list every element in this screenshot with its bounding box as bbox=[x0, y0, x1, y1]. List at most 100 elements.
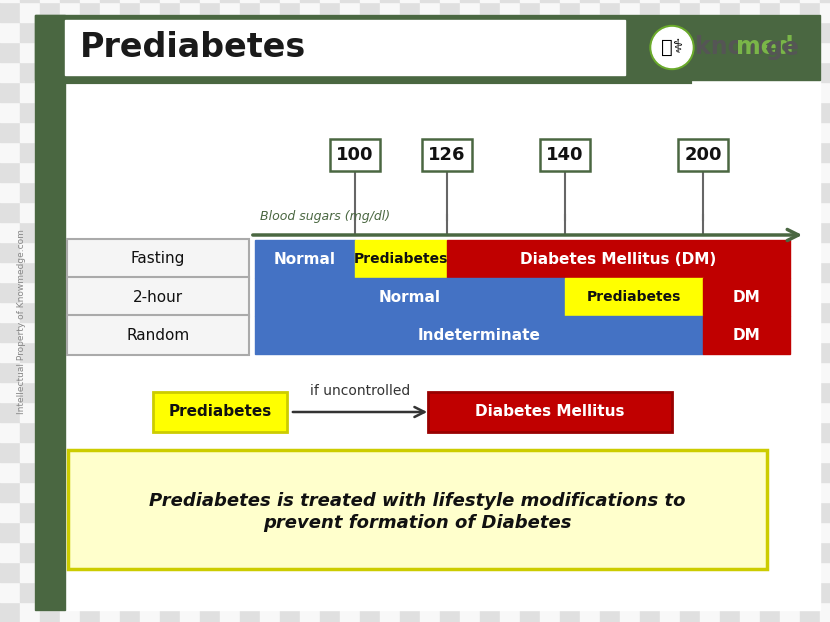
Bar bbox=[600, 382, 620, 402]
Bar bbox=[520, 262, 540, 282]
Bar bbox=[140, 422, 160, 442]
Bar bbox=[420, 442, 440, 462]
Bar bbox=[20, 142, 40, 162]
Bar bbox=[460, 182, 480, 202]
Bar bbox=[440, 542, 460, 562]
Bar bbox=[380, 142, 400, 162]
Text: DM: DM bbox=[733, 328, 760, 343]
Text: Normal: Normal bbox=[274, 251, 336, 266]
Bar bbox=[820, 602, 830, 622]
Bar bbox=[120, 522, 140, 542]
Bar bbox=[60, 442, 80, 462]
Bar bbox=[260, 462, 280, 482]
Bar bbox=[320, 22, 340, 42]
Bar bbox=[180, 482, 200, 502]
Bar bbox=[540, 42, 560, 62]
Bar bbox=[140, 542, 160, 562]
Bar bbox=[420, 122, 440, 142]
Bar bbox=[280, 462, 300, 482]
Bar bbox=[340, 302, 360, 322]
Bar bbox=[780, 462, 800, 482]
Bar bbox=[100, 362, 120, 382]
Bar bbox=[60, 422, 80, 442]
Bar bbox=[420, 542, 440, 562]
Bar bbox=[380, 462, 400, 482]
Bar bbox=[560, 562, 580, 582]
Bar bbox=[300, 182, 320, 202]
Bar bbox=[680, 402, 700, 422]
Bar bbox=[560, 222, 580, 242]
Bar bbox=[40, 502, 60, 522]
Bar bbox=[620, 442, 640, 462]
Bar bbox=[820, 342, 830, 362]
Text: 200: 200 bbox=[684, 146, 722, 164]
FancyBboxPatch shape bbox=[153, 392, 287, 432]
Bar bbox=[160, 502, 180, 522]
Bar bbox=[440, 342, 460, 362]
Text: DM: DM bbox=[733, 289, 760, 305]
Bar bbox=[220, 322, 240, 342]
Bar bbox=[120, 442, 140, 462]
Bar bbox=[180, 602, 200, 622]
Bar bbox=[160, 462, 180, 482]
Bar bbox=[80, 2, 100, 22]
Bar bbox=[240, 522, 260, 542]
Bar bbox=[20, 482, 40, 502]
Bar bbox=[255, 316, 703, 354]
Bar bbox=[320, 122, 340, 142]
Bar bbox=[460, 322, 480, 342]
Bar bbox=[360, 242, 380, 262]
Bar bbox=[680, 602, 700, 622]
Bar bbox=[200, 482, 220, 502]
Bar bbox=[360, 482, 380, 502]
Bar bbox=[580, 482, 600, 502]
Bar bbox=[200, 202, 220, 222]
Bar bbox=[420, 302, 440, 322]
Bar bbox=[300, 142, 320, 162]
Bar bbox=[620, 502, 640, 522]
Bar bbox=[20, 462, 40, 482]
Bar bbox=[760, 562, 780, 582]
Text: 👨‍⚕️: 👨‍⚕️ bbox=[661, 38, 683, 57]
Bar bbox=[580, 62, 600, 82]
Bar bbox=[380, 122, 400, 142]
Bar bbox=[240, 222, 260, 242]
Bar bbox=[140, 342, 160, 362]
Bar bbox=[80, 402, 100, 422]
Bar bbox=[660, 0, 680, 2]
Bar bbox=[420, 262, 440, 282]
Bar bbox=[600, 242, 620, 262]
Bar bbox=[460, 342, 480, 362]
Bar bbox=[640, 242, 660, 262]
Bar bbox=[520, 582, 540, 602]
Bar bbox=[140, 362, 160, 382]
Bar bbox=[620, 382, 640, 402]
Bar bbox=[240, 282, 260, 302]
Bar bbox=[640, 442, 660, 462]
Bar bbox=[500, 182, 520, 202]
Bar bbox=[640, 122, 660, 142]
Bar bbox=[140, 42, 160, 62]
Bar bbox=[300, 42, 320, 62]
Bar bbox=[520, 162, 540, 182]
Bar bbox=[220, 462, 240, 482]
Bar bbox=[760, 542, 780, 562]
Bar bbox=[500, 542, 520, 562]
Bar bbox=[620, 0, 640, 2]
Bar bbox=[200, 382, 220, 402]
Bar bbox=[520, 482, 540, 502]
Bar bbox=[400, 62, 420, 82]
Bar bbox=[320, 422, 340, 442]
Bar bbox=[100, 0, 120, 2]
Bar bbox=[760, 162, 780, 182]
Bar bbox=[560, 82, 580, 102]
Bar bbox=[640, 382, 660, 402]
Bar bbox=[460, 262, 480, 282]
Bar bbox=[540, 162, 560, 182]
Bar bbox=[20, 402, 40, 422]
Bar bbox=[320, 462, 340, 482]
Text: ge: ge bbox=[766, 35, 798, 60]
Bar bbox=[180, 62, 200, 82]
Bar bbox=[800, 602, 820, 622]
Bar bbox=[600, 482, 620, 502]
